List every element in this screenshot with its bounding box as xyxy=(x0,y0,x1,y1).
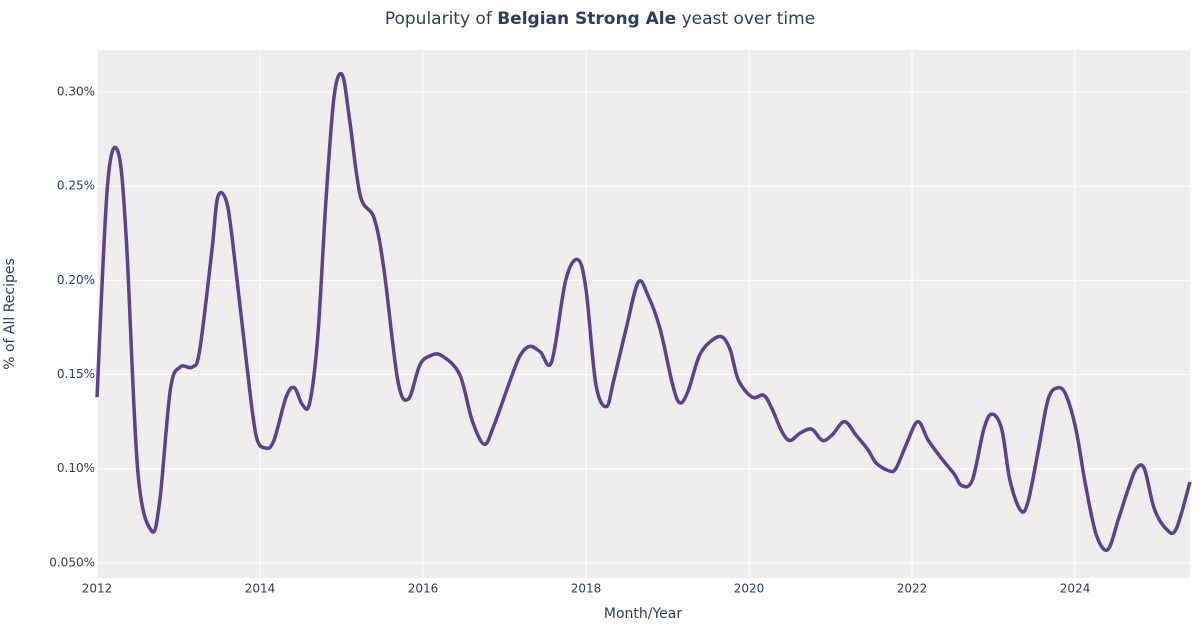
y-axis-title: % of All Recipes xyxy=(2,258,18,370)
x-tick-label: 2022 xyxy=(897,582,928,596)
x-tick-label: 2012 xyxy=(82,582,113,596)
title-prefix: Popularity of xyxy=(385,9,497,29)
y-tick-label: 0.25% xyxy=(57,179,95,193)
y-tick-label: 0.30% xyxy=(57,85,95,99)
data-line xyxy=(95,71,1192,552)
y-tick-label: 0.10% xyxy=(57,461,95,475)
title-emphasis: Belgian Strong Ale xyxy=(497,9,676,29)
y-tick-label: 0.050% xyxy=(49,555,95,569)
chart-title: Popularity of Belgian Strong Ale yeast o… xyxy=(385,9,815,29)
y-tick-label: 0.20% xyxy=(57,273,95,287)
title-suffix: yeast over time xyxy=(676,9,815,29)
x-tick-label: 2024 xyxy=(1060,582,1091,596)
x-tick-label: 2020 xyxy=(734,582,765,596)
x-tick-label: 2018 xyxy=(571,582,602,596)
x-axis-title: Month/Year xyxy=(604,606,682,622)
x-tick-label: 2014 xyxy=(245,582,276,596)
plot-area xyxy=(97,50,1190,578)
y-tick-label: 0.15% xyxy=(57,367,95,381)
x-tick-label: 2016 xyxy=(408,582,439,596)
